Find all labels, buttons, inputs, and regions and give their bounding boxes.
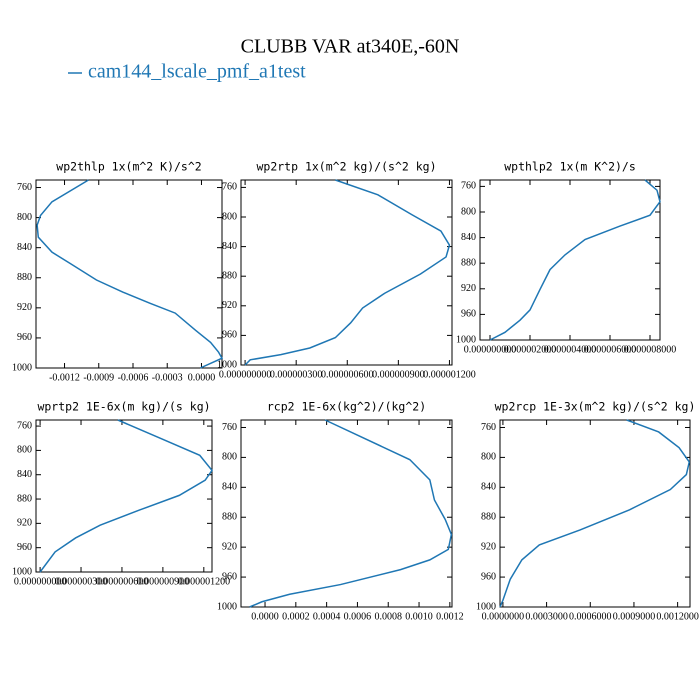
x-tick-label: 0.000000300 [55, 576, 108, 587]
plot-frame [240, 419, 453, 608]
y-tick-label: 800 [461, 206, 476, 217]
y-tick-label: 800 [222, 452, 237, 463]
y-tick-label: 920 [17, 302, 32, 313]
y-tick-label: 840 [481, 482, 496, 493]
y-tick-label: 760 [222, 182, 237, 193]
y-tick-label: 960 [17, 332, 32, 343]
panel-title: wpthlp2 1x(m K^2)/s [504, 160, 636, 174]
x-tick-label: 0.000000900 [372, 369, 425, 380]
y-tick-label: 1000 [217, 601, 237, 612]
plot-frame [479, 179, 661, 341]
x-tick-label: 0.000000000 [219, 369, 272, 380]
data-line [499, 419, 691, 608]
legend-label: cam144_lscale_pmf_a1test [88, 61, 306, 83]
x-tick-label: 0.000000000 [464, 344, 517, 355]
y-tick-label: 1000 [12, 566, 32, 577]
panel-title: wp2rtp 1x(m^2 kg)/(s^2 kg) [256, 160, 436, 174]
y-tick-label: 760 [222, 422, 237, 433]
y-tick-label: 840 [222, 241, 237, 252]
x-tick-label: 0.0000000 [482, 611, 525, 622]
y-tick-label: 800 [481, 452, 496, 463]
plot-frame [499, 419, 691, 608]
y-tick-label: 960 [17, 542, 32, 553]
x-tick-label: -0.0009 [83, 372, 114, 383]
x-tick-label: 0.0010 [405, 611, 433, 622]
x-tick-label: 0.0004 [313, 611, 341, 622]
y-tick-label: 880 [461, 257, 476, 268]
y-tick-label: 880 [222, 512, 237, 523]
y-tick-label: 760 [17, 182, 32, 193]
y-tick-label: 960 [461, 309, 476, 320]
x-tick-label: 0.0006 [344, 611, 372, 622]
y-tick-label: 840 [222, 482, 237, 493]
x-tick-label: 0.000004000 [544, 344, 597, 355]
data-line [39, 419, 213, 573]
y-tick-label: 800 [222, 211, 237, 222]
y-tick-label: 1000 [476, 601, 496, 612]
x-tick-label: 0.0008 [374, 611, 402, 622]
y-tick-label: 840 [461, 232, 476, 243]
x-tick-label: 0.0003000 [525, 611, 568, 622]
x-tick-label: 0.0000 [251, 611, 279, 622]
y-tick-label: 920 [461, 283, 476, 294]
y-tick-label: 920 [222, 300, 237, 311]
y-tick-label: 960 [222, 330, 237, 341]
x-tick-label: 0.000001200 [423, 369, 476, 380]
y-tick-label: 880 [222, 270, 237, 281]
x-tick-label: 0.000000600 [96, 576, 149, 587]
x-tick-label: 0.000000600 [321, 369, 374, 380]
panel-title: wprtp2 1E-6x(m kg)/(s kg) [37, 400, 210, 414]
y-tick-label: 920 [222, 541, 237, 552]
plot-frame [240, 179, 453, 366]
x-tick-label: -0.0006 [118, 372, 149, 383]
y-tick-label: 960 [222, 571, 237, 582]
y-tick-label: 760 [461, 181, 476, 192]
data-line [244, 179, 451, 366]
x-tick-label: -0.0012 [49, 372, 80, 383]
x-tick-label: 0.000000900 [137, 576, 190, 587]
y-tick-label: 920 [17, 518, 32, 529]
y-tick-label: 800 [17, 212, 32, 223]
y-tick-label: 880 [17, 272, 32, 283]
y-tick-label: 1000 [12, 362, 32, 373]
y-tick-label: 920 [481, 541, 496, 552]
x-tick-label: -0.0003 [152, 372, 183, 383]
x-tick-label: 0.000000000 [14, 576, 67, 587]
y-tick-label: 760 [481, 422, 496, 433]
y-tick-label: 800 [17, 445, 32, 456]
data-line [36, 179, 224, 369]
x-tick-label: 0.000002000 [504, 344, 557, 355]
plot-frame [35, 179, 223, 369]
data-line [249, 419, 453, 608]
y-tick-label: 1000 [456, 334, 476, 345]
x-tick-label: 0.0009000 [613, 611, 656, 622]
x-tick-label: 0.000000300 [270, 369, 323, 380]
x-tick-label: 0.0006000 [569, 611, 612, 622]
x-tick-label: 0.0012000 [656, 611, 699, 622]
panel-title: wp2thlp 1x(m^2 K)/s^2 [56, 160, 201, 174]
figure-title: CLUBB VAR at340E,-60N [241, 36, 460, 58]
panel-title: rcp2 1E-6x(kg^2)/(kg^2) [267, 400, 426, 414]
x-tick-label: 0.000006000 [584, 344, 637, 355]
x-tick-label: 0.0000 [188, 372, 216, 383]
y-tick-label: 1000 [217, 359, 237, 370]
x-tick-label: 0.0002 [282, 611, 310, 622]
x-tick-label: 0.000008000 [624, 344, 677, 355]
plot-frame [35, 419, 213, 573]
data-line [489, 179, 661, 341]
panel-title: wp2rcp 1E-3x(m^2 kg)/(s^2 kg) [495, 400, 696, 414]
y-tick-label: 960 [481, 571, 496, 582]
y-tick-label: 880 [17, 493, 32, 504]
x-tick-label: 0.0012 [436, 611, 464, 622]
y-tick-label: 840 [17, 242, 32, 253]
y-tick-label: 840 [17, 469, 32, 480]
x-tick-label: 0.000001200 [178, 576, 231, 587]
y-tick-label: 880 [481, 512, 496, 523]
y-tick-label: 760 [17, 420, 32, 431]
